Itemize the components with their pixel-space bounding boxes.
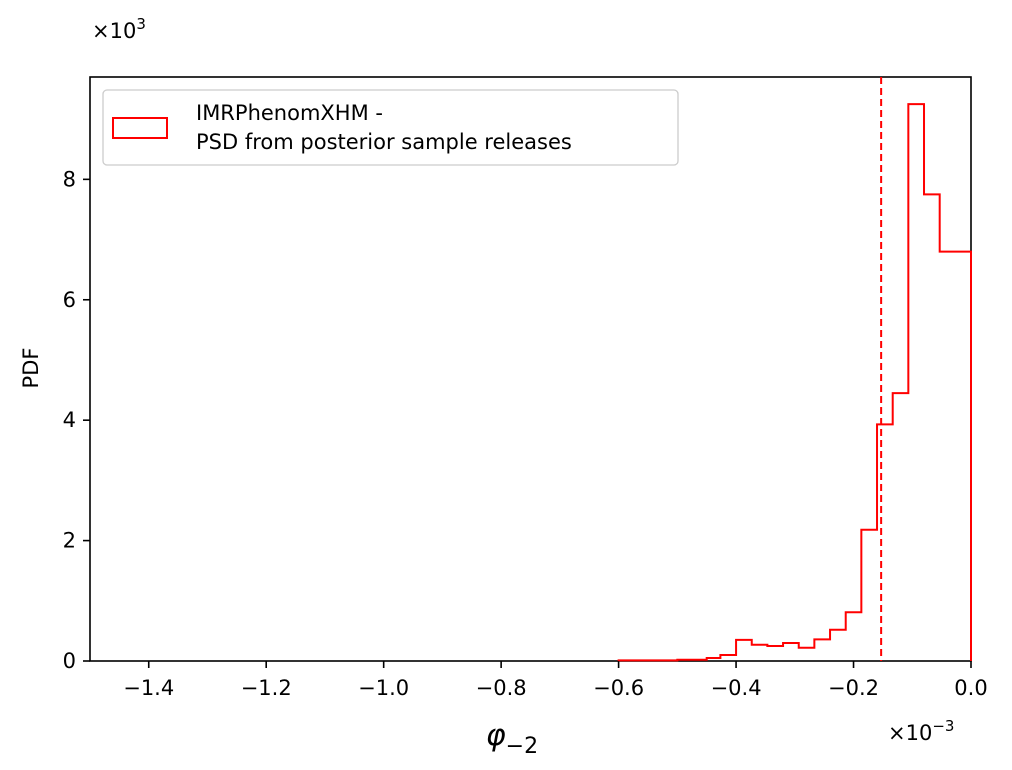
- histogram-bin: [877, 424, 893, 661]
- x-axis-ticks: −1.4 −1.2 −1.0 −0.8 −0.6 −0.4 −0.2 0.0: [123, 661, 988, 700]
- histogram-bin: [707, 658, 721, 661]
- histogram-bin: [955, 252, 971, 661]
- legend-label-line-2: PSD from posterior sample releases: [196, 130, 572, 154]
- histogram-bin: [830, 630, 846, 661]
- legend-box: [102, 89, 679, 166]
- histogram-bin: [846, 612, 862, 661]
- histogram-bin: [677, 660, 706, 661]
- histogram-bin: [799, 648, 815, 661]
- y-tick-label: 2: [63, 529, 76, 553]
- histogram-bin: [736, 640, 752, 661]
- histogram-bin: [814, 639, 830, 661]
- y-axis-label: PDF: [19, 348, 43, 389]
- x-tick-label: −0.4: [711, 676, 762, 700]
- histogram-bin: [783, 643, 799, 661]
- x-tick-label: −1.4: [123, 676, 174, 700]
- histogram-bin: [893, 393, 909, 661]
- histogram-series: [617, 77, 972, 662]
- histogram-bin: [924, 194, 940, 661]
- x-tick-label: −0.2: [828, 676, 879, 700]
- y-scale-multiplier: ×103: [92, 15, 146, 43]
- x-tick-label: −0.8: [476, 676, 527, 700]
- histogram-bin: [767, 646, 783, 661]
- y-tick-label: 8: [63, 167, 76, 191]
- x-tick-label: −1.2: [241, 676, 292, 700]
- histogram-bin: [908, 104, 924, 661]
- x-scale-multiplier: ×10−3: [888, 717, 954, 745]
- legend-swatch: [112, 117, 168, 139]
- x-axis-label: φ−2: [486, 718, 538, 759]
- y-axis-ticks: 0 2 4 6 8: [63, 167, 90, 673]
- histogram-bin: [752, 645, 768, 661]
- x-tick-label: −0.6: [593, 676, 644, 700]
- histogram-step-line: [617, 103, 972, 662]
- legend-label-line-1: IMRPhenomXHM -: [196, 101, 383, 125]
- legend: IMRPhenomXHM - PSD from posterior sample…: [102, 89, 679, 166]
- x-tick-label: −1.0: [358, 676, 409, 700]
- histogram-bin: [619, 660, 678, 661]
- y-tick-label: 6: [63, 288, 76, 312]
- histogram-bin: [720, 655, 736, 661]
- histogram-bin: [861, 530, 877, 661]
- y-tick-label: 0: [63, 649, 76, 673]
- y-tick-label: 4: [63, 408, 76, 432]
- x-tick-label: 0.0: [954, 676, 987, 700]
- histogram-bin: [940, 252, 956, 661]
